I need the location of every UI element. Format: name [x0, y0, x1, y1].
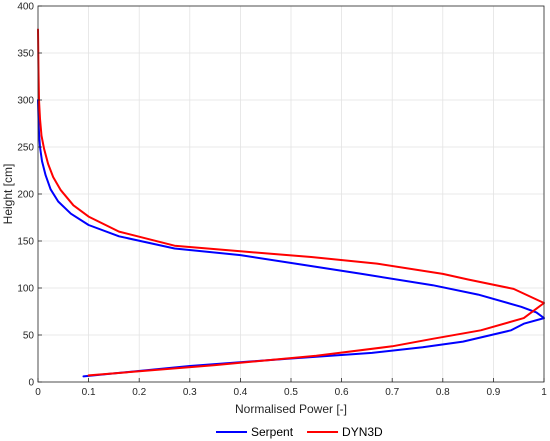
legend: Serpent DYN3D [216, 425, 383, 439]
y-tick-label: 200 [17, 190, 34, 201]
x-axis-label: Normalised Power [-] [235, 402, 347, 416]
x-tick-label: 0.9 [486, 387, 500, 398]
x-tick-label: 0.7 [385, 387, 399, 398]
x-tick-label: 0.4 [233, 387, 247, 398]
y-tick-label: 350 [17, 49, 34, 60]
x-tick-label: 0.5 [284, 387, 298, 398]
y-tick-label: 150 [17, 237, 34, 248]
series-line-dyn3d [37, 28, 545, 377]
x-tick-label: 0.3 [183, 387, 197, 398]
legend-label-serpent: Serpent [251, 425, 294, 439]
series-lines [37, 28, 545, 378]
x-tick-label: 0.8 [436, 387, 450, 398]
x-tick-label: 0.6 [335, 387, 349, 398]
y-tick-label: 50 [23, 331, 35, 342]
series-line-serpent [37, 99, 545, 378]
y-tick-label: 0 [28, 378, 34, 389]
y-tick-label: 400 [17, 2, 34, 13]
x-tick-label: 0.1 [82, 387, 96, 398]
axis-ticks: 0 0.1 0.2 0.3 0.4 0.5 0.6 0.7 0.8 0.9 1 0 50 100 150 20… [17, 2, 547, 399]
y-tick-label: 300 [17, 96, 34, 107]
x-tick-label: 0 [35, 387, 41, 398]
y-tick-label: 100 [17, 284, 34, 295]
legend-label-dyn3d: DYN3D [342, 425, 383, 439]
x-tick-label: 1 [541, 387, 547, 398]
y-tick-label: 250 [17, 143, 34, 154]
y-axis-label: Height [cm] [1, 164, 15, 225]
x-tick-label: 0.2 [132, 387, 146, 398]
